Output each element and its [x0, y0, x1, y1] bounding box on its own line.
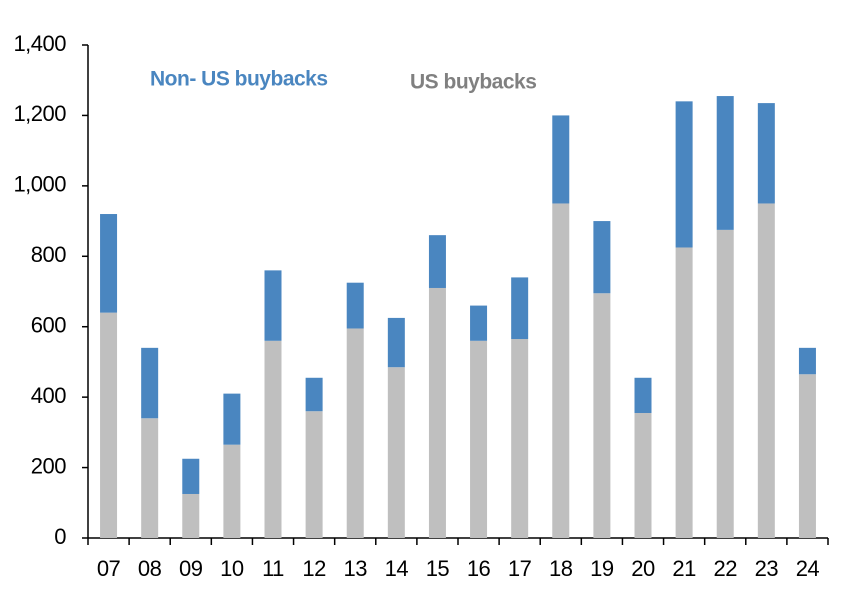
bar-segment [346, 328, 364, 538]
bar-segment [223, 444, 241, 538]
bar-segment [757, 103, 775, 204]
bar-segment [634, 377, 652, 413]
x-tick-label: 23 [755, 556, 779, 581]
x-tick-label: 10 [220, 556, 244, 581]
bar-segment [511, 277, 529, 340]
bar-segment [798, 374, 816, 538]
legend-entry: Non- US buybacks [150, 68, 328, 91]
bar-segment [757, 203, 775, 538]
bar-segment [552, 203, 570, 538]
bar-segment [387, 317, 405, 368]
bar-segment [470, 340, 488, 538]
bar-segment [100, 312, 118, 538]
x-tick-label: 08 [138, 556, 162, 581]
bar-segment [305, 411, 323, 538]
y-tick-label: 1,000 [13, 172, 66, 197]
x-tick-label: 11 [262, 556, 284, 581]
x-tick-label: 13 [343, 556, 367, 581]
bar-segment [387, 367, 405, 538]
y-tick-label: 400 [31, 383, 66, 408]
x-tick-label: 19 [590, 556, 614, 581]
bar-segment [593, 221, 611, 294]
x-tick-label: 18 [549, 556, 573, 581]
bar-segment [428, 235, 446, 288]
bar-segment [305, 377, 323, 412]
x-tick-label: 15 [426, 556, 450, 581]
bar-segment [470, 305, 488, 341]
y-tick-label: 1,400 [13, 31, 66, 56]
bar-segment [100, 214, 118, 313]
bar-segment [141, 418, 159, 538]
x-tick-label: 20 [631, 556, 655, 581]
x-tick-label: 07 [97, 556, 121, 581]
bar-segment [511, 339, 529, 538]
x-tick-label: 09 [179, 556, 203, 581]
y-tick-label: 600 [31, 313, 66, 338]
x-tick-label: 24 [796, 556, 820, 581]
y-tick-label: 0 [54, 524, 66, 549]
bar-segment [264, 270, 282, 341]
x-tick-label: 21 [672, 556, 696, 581]
bar-segment [716, 229, 734, 538]
x-tick-label: 16 [467, 556, 491, 581]
legend-entry: US buybacks [410, 71, 536, 94]
y-tick-label: 800 [31, 242, 66, 267]
bar-segment [593, 293, 611, 538]
bar-segment [798, 347, 816, 375]
x-tick-label: 12 [302, 556, 326, 581]
x-tick-label: 14 [385, 556, 409, 581]
bar-segment [634, 412, 652, 538]
bar-segment [182, 493, 200, 538]
bar-segment [552, 115, 570, 204]
bar-segment [346, 282, 364, 329]
bar-segment [264, 340, 282, 538]
x-tick-label: 17 [508, 556, 532, 581]
bar-segment [141, 347, 159, 419]
bar-segment [182, 458, 200, 494]
y-tick-label: 1,200 [13, 101, 66, 126]
x-tick-label: 22 [713, 556, 737, 581]
bar-segment [428, 287, 446, 538]
bar-segment [675, 247, 693, 538]
y-tick-label: 200 [31, 453, 66, 478]
bar-segment [223, 393, 241, 445]
bar-segment [675, 101, 693, 248]
bar-segment [716, 96, 734, 230]
